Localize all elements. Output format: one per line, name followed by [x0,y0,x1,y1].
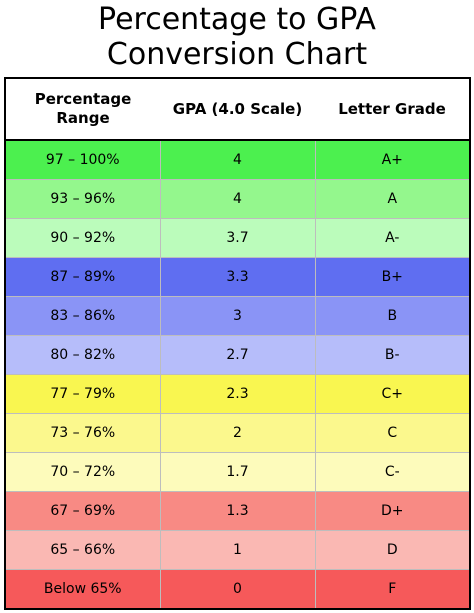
table-row: 87 – 89% 3.3 B+ [4,257,471,297]
cell-letter-grade: A- [314,218,471,258]
header-row: Percentage Range GPA (4.0 Scale) Letter … [5,78,470,141]
cell-gpa: 4 [159,139,316,180]
title-line-1: Percentage to GPA [98,2,376,37]
cell-percentage-range: 87 – 89% [4,257,161,297]
gpa-conversion-table: Percentage Range GPA (4.0 Scale) Letter … [4,77,471,610]
cell-letter-grade: F [314,569,471,610]
cell-percentage-range: Below 65% [4,569,161,610]
cell-letter-grade: B [314,296,471,336]
cell-percentage-range: 77 – 79% [4,374,161,414]
cell-percentage-range: 97 – 100% [4,139,161,180]
cell-gpa: 0 [159,569,316,610]
table-row: 93 – 96% 4 A [4,179,471,219]
table-row: 67 – 69% 1.3 D+ [4,491,471,531]
cell-percentage-range: 80 – 82% [4,335,161,375]
cell-letter-grade: B+ [314,257,471,297]
cell-percentage-range: 65 – 66% [4,530,161,570]
cell-gpa: 4 [159,179,316,219]
cell-gpa: 3.3 [159,257,316,297]
page-title: Percentage to GPA Conversion Chart [0,0,474,73]
cell-percentage-range: 70 – 72% [4,452,161,492]
cell-letter-grade: C+ [314,374,471,414]
cell-letter-grade: A [314,179,471,219]
table-row: 77 – 79% 2.3 C+ [4,374,471,414]
header-gpa: GPA (4.0 Scale) [160,78,315,141]
table-row: 90 – 92% 3.7 A- [4,218,471,258]
cell-gpa: 1.7 [159,452,316,492]
cell-percentage-range: 73 – 76% [4,413,161,453]
cell-percentage-range: 83 – 86% [4,296,161,336]
table-row: Below 65% 0 F [4,569,471,610]
cell-gpa: 2.3 [159,374,316,414]
cell-letter-grade: B- [314,335,471,375]
table-row: 65 – 66% 1 D [4,530,471,570]
cell-gpa: 2.7 [159,335,316,375]
cell-gpa: 3 [159,296,316,336]
cell-percentage-range: 90 – 92% [4,218,161,258]
title-line-2: Conversion Chart [106,37,368,72]
cell-letter-grade: C [314,413,471,453]
header-letter-grade: Letter Grade [315,78,470,141]
header-percentage-range: Percentage Range [5,78,160,141]
table-row: 80 – 82% 2.7 B- [4,335,471,375]
table-row: 97 – 100% 4 A+ [4,139,471,180]
cell-letter-grade: C- [314,452,471,492]
cell-gpa: 3.7 [159,218,316,258]
cell-gpa: 2 [159,413,316,453]
cell-gpa: 1 [159,530,316,570]
cell-letter-grade: D [314,530,471,570]
cell-letter-grade: D+ [314,491,471,531]
table-row: 73 – 76% 2 C [4,413,471,453]
cell-letter-grade: A+ [314,139,471,180]
table-row: 83 – 86% 3 B [4,296,471,336]
cell-percentage-range: 93 – 96% [4,179,161,219]
cell-percentage-range: 67 – 69% [4,491,161,531]
header-percentage-line-1: Percentage [34,90,132,108]
table-row: 70 – 72% 1.7 C- [4,452,471,492]
cell-gpa: 1.3 [159,491,316,531]
header-percentage-line-2: Range [56,109,110,127]
